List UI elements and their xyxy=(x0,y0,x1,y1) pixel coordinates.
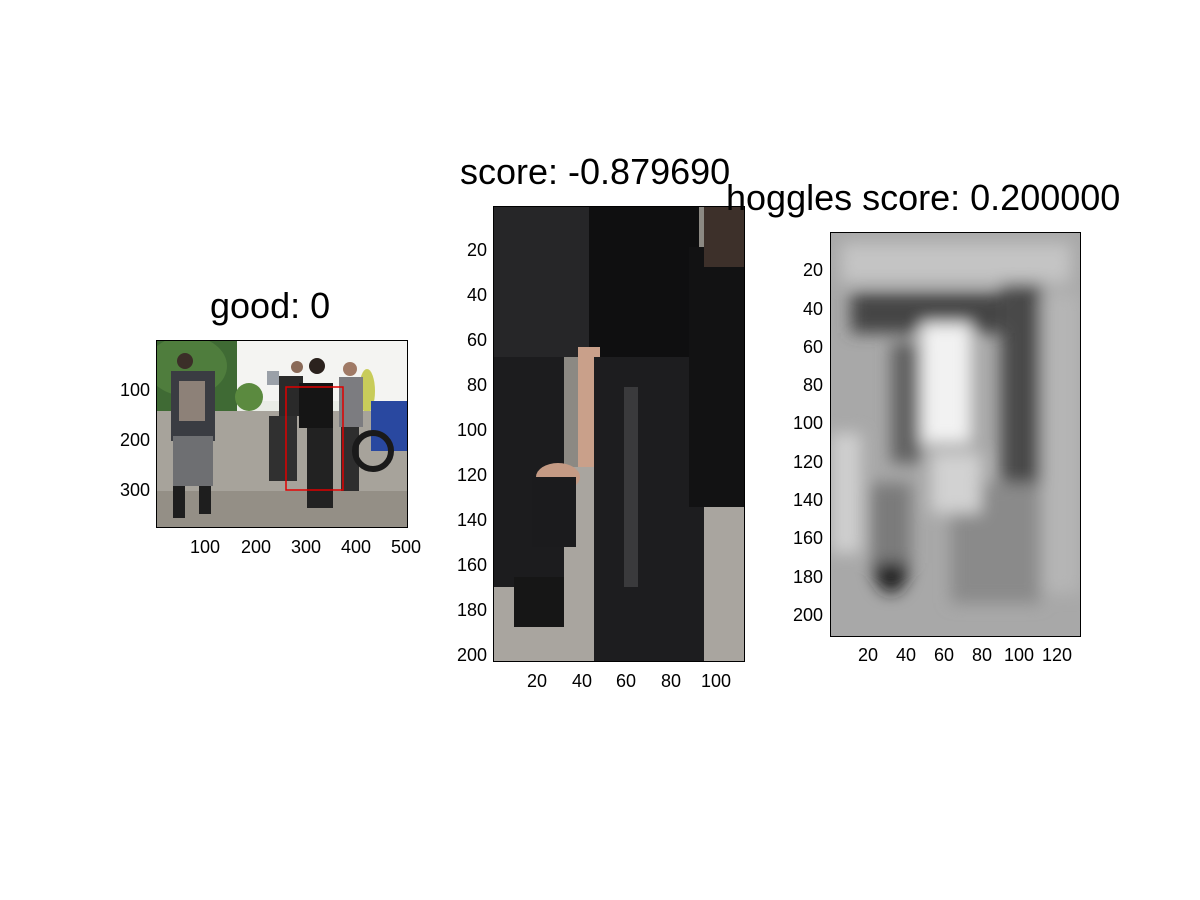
crop-y-tick-80: 80 xyxy=(466,375,487,395)
hoggles-y-tick-180: 180 xyxy=(792,567,823,587)
crop-y-tick-160: 160 xyxy=(456,555,487,575)
hoggles-image-axes xyxy=(830,232,1081,637)
crop-y-tick-120: 120 xyxy=(456,465,487,485)
hoggles-x-tick-20: 20 xyxy=(857,645,879,665)
hoggles-y-tick-20: 20 xyxy=(802,260,823,280)
overview-x-tick-500: 500 xyxy=(390,537,422,557)
crop-x-tick-20: 20 xyxy=(526,671,548,691)
overview-photo xyxy=(157,341,407,527)
overview-x-tick-200: 200 xyxy=(240,537,272,557)
crop-y-tick-140: 140 xyxy=(456,510,487,530)
crop-x-tick-100: 100 xyxy=(700,671,732,691)
crop-y-tick-180: 180 xyxy=(456,600,487,620)
overview-title: good: 0 xyxy=(210,285,331,326)
crop-photo xyxy=(494,207,744,661)
crop-y-tick-200: 200 xyxy=(456,645,487,665)
hoggles-x-tick-40: 40 xyxy=(895,645,917,665)
hoggles-y-tick-140: 140 xyxy=(792,490,823,510)
hoggles-x-tick-60: 60 xyxy=(933,645,955,665)
overview-x-tick-300: 300 xyxy=(290,537,322,557)
hoggles-x-tick-100: 100 xyxy=(1003,645,1035,665)
crop-x-tick-40: 40 xyxy=(571,671,593,691)
overview-y-tick-300: 300 xyxy=(119,480,150,500)
crop-y-tick-40: 40 xyxy=(466,285,487,305)
hoggles-y-tick-80: 80 xyxy=(802,375,823,395)
hoggles-y-tick-100: 100 xyxy=(792,413,823,433)
crop-image-axes xyxy=(493,206,745,662)
hoggles-y-tick-200: 200 xyxy=(792,605,823,625)
crop-x-tick-80: 80 xyxy=(660,671,682,691)
crop-y-tick-60: 60 xyxy=(466,330,487,350)
hoggles-visualization xyxy=(831,233,1080,636)
hoggles-x-tick-80: 80 xyxy=(971,645,993,665)
crop-x-tick-60: 60 xyxy=(615,671,637,691)
hoggles-y-tick-40: 40 xyxy=(802,299,823,319)
crop-y-tick-100: 100 xyxy=(456,420,487,440)
hoggles-y-tick-160: 160 xyxy=(792,528,823,548)
overview-x-tick-400: 400 xyxy=(340,537,372,557)
hoggles-title: hoggles score: 0.200000 xyxy=(726,177,1121,218)
overview-y-tick-100: 100 xyxy=(119,380,150,400)
hoggles-y-tick-60: 60 xyxy=(802,337,823,357)
hoggles-y-tick-120: 120 xyxy=(792,452,823,472)
hoggles-x-tick-120: 120 xyxy=(1041,645,1073,665)
overview-y-tick-200: 200 xyxy=(119,430,150,450)
crop-y-tick-20: 20 xyxy=(466,240,487,260)
detection-bbox xyxy=(285,386,344,491)
crop-title: score: -0.879690 xyxy=(460,151,731,192)
overview-x-tick-100: 100 xyxy=(189,537,221,557)
overview-image-axes xyxy=(156,340,408,528)
